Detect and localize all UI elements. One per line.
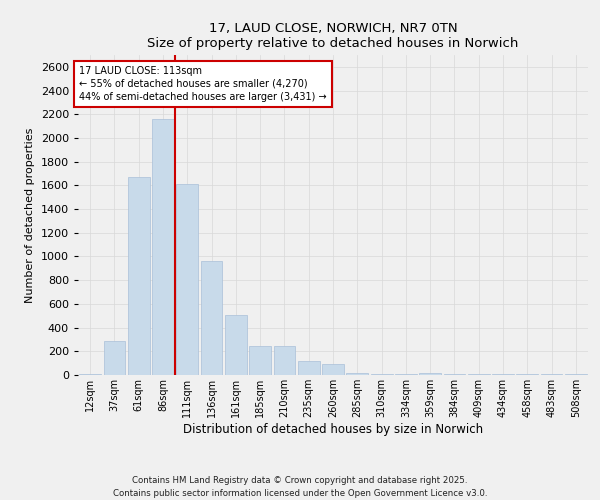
Bar	[565, 374, 587, 375]
Y-axis label: Number of detached properties: Number of detached properties	[25, 128, 35, 302]
Text: Contains HM Land Registry data © Crown copyright and database right 2025.
Contai: Contains HM Land Registry data © Crown c…	[113, 476, 487, 498]
Bar	[152, 119, 174, 375]
Bar	[79, 374, 101, 375]
Bar	[298, 361, 320, 375]
X-axis label: Distribution of detached houses by size in Norwich: Distribution of detached houses by size …	[183, 422, 483, 436]
Bar	[322, 364, 344, 375]
Text: 17 LAUD CLOSE: 113sqm
← 55% of detached houses are smaller (4,270)
44% of semi-d: 17 LAUD CLOSE: 113sqm ← 55% of detached …	[79, 66, 327, 102]
Title: 17, LAUD CLOSE, NORWICH, NR7 0TN
Size of property relative to detached houses in: 17, LAUD CLOSE, NORWICH, NR7 0TN Size of…	[148, 22, 518, 50]
Bar	[346, 372, 368, 375]
Bar	[249, 346, 271, 375]
Bar	[274, 346, 295, 375]
Bar	[104, 340, 125, 375]
Bar	[443, 374, 466, 375]
Bar	[492, 374, 514, 375]
Bar	[419, 372, 441, 375]
Bar	[176, 184, 198, 375]
Bar	[371, 374, 392, 375]
Bar	[200, 261, 223, 375]
Bar	[225, 314, 247, 375]
Bar	[517, 374, 538, 375]
Bar	[541, 374, 562, 375]
Bar	[468, 374, 490, 375]
Bar	[395, 374, 417, 375]
Bar	[128, 177, 149, 375]
